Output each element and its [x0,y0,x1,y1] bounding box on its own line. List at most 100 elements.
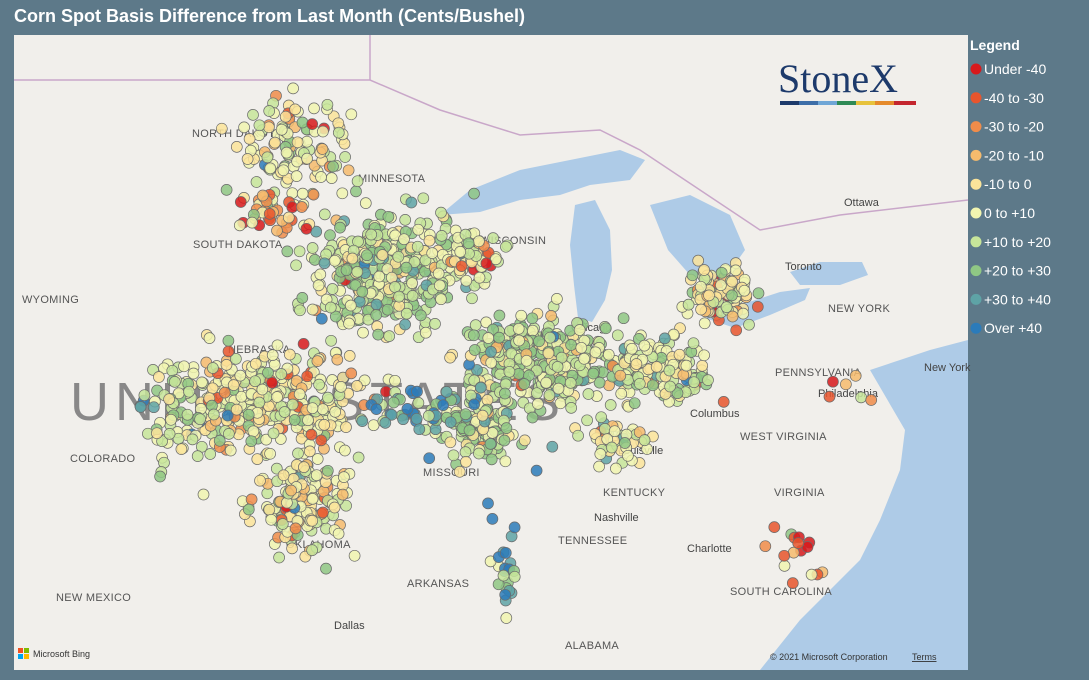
location-dot [328,501,341,514]
terms-link[interactable]: Terms [912,652,937,662]
location-dot [163,428,176,440]
location-dot [314,268,327,281]
location-dot [605,441,618,454]
location-dot [599,322,612,335]
location-dot [518,378,531,390]
location-dot [241,153,254,165]
location-dot [435,230,448,242]
location-dot [296,292,309,304]
location-dot [227,379,240,391]
city-label: Toronto [785,261,822,273]
location-dot [242,503,255,516]
location-dot [266,376,278,389]
location-dot [290,170,303,182]
location-dot [297,338,310,350]
location-dot [186,433,199,446]
location-dot [484,438,497,450]
location-dot [429,318,441,330]
location-dot [526,411,539,424]
location-dot [855,391,867,404]
location-dot [526,312,539,325]
location-dot [250,176,263,188]
location-dot [485,356,498,369]
logo-stripe [875,101,894,105]
location-dot [615,387,628,400]
location-dot [324,229,336,242]
state-label: ALABAMA [565,640,619,652]
location-dot [673,348,686,361]
location-dot [175,443,188,455]
location-dot [247,109,259,121]
location-dot [280,146,293,159]
location-dot [215,122,228,135]
location-dot [543,389,556,401]
location-dot [473,235,485,248]
location-dot [468,398,480,411]
bing-brand: Microsoft Bing [33,649,90,659]
legend-label: +30 to +40 [984,291,1051,307]
location-dot [263,121,275,134]
location-dot [530,464,543,477]
state-label: VIRGINIA [774,487,825,499]
bing-icon [18,654,23,659]
footer: Microsoft Bing © 2021 Microsoft Corporat… [18,648,937,662]
location-dot [440,386,453,398]
location-dot [382,210,395,223]
location-dot [317,506,329,519]
legend-label: -40 to -30 [984,90,1044,106]
location-dot [413,423,426,436]
location-dot [281,245,294,258]
location-dot [351,175,364,188]
location-dot [277,469,290,482]
legend-label: -10 to 0 [984,176,1032,192]
location-dot [153,371,165,383]
location-dot [682,298,695,311]
location-dot [463,424,476,437]
location-dot [628,397,641,410]
location-dot [778,549,791,562]
city-label: Dallas [334,620,365,632]
location-dot [331,353,344,366]
location-dot [437,399,449,412]
location-dot [444,351,456,364]
location-dot [191,450,204,462]
location-dot [249,357,262,370]
location-dot [290,259,302,272]
location-dot [419,326,432,339]
location-dot [134,401,147,413]
location-dot [400,261,413,274]
location-dot [512,322,525,335]
location-dot [277,164,290,177]
location-dot [346,252,359,265]
location-dot [261,151,274,164]
location-dot [715,279,727,292]
location-dot [455,260,468,272]
location-dot [329,406,342,418]
location-dot [544,331,556,344]
location-dot [310,469,323,482]
location-dot [289,522,302,535]
location-dot [372,328,385,341]
location-dot [230,353,242,365]
city-label: Nashville [594,512,639,524]
location-dot [287,82,299,95]
location-dot [410,412,423,425]
legend-swatch [970,207,982,219]
location-dot [730,324,743,337]
location-dot [256,383,269,396]
border [14,79,969,231]
location-dot [444,436,457,449]
logo-stripe [818,101,837,105]
location-dot [650,361,663,373]
location-dot [285,484,297,497]
location-dot [222,334,235,347]
location-dot [485,453,498,466]
location-dot [224,444,237,457]
location-dot [554,397,567,410]
location-dot [694,280,707,293]
location-dot [344,299,357,312]
location-dot [738,284,751,297]
location-dot [482,497,494,510]
location-dot [573,324,586,336]
legend-label: +20 to +30 [984,263,1051,279]
